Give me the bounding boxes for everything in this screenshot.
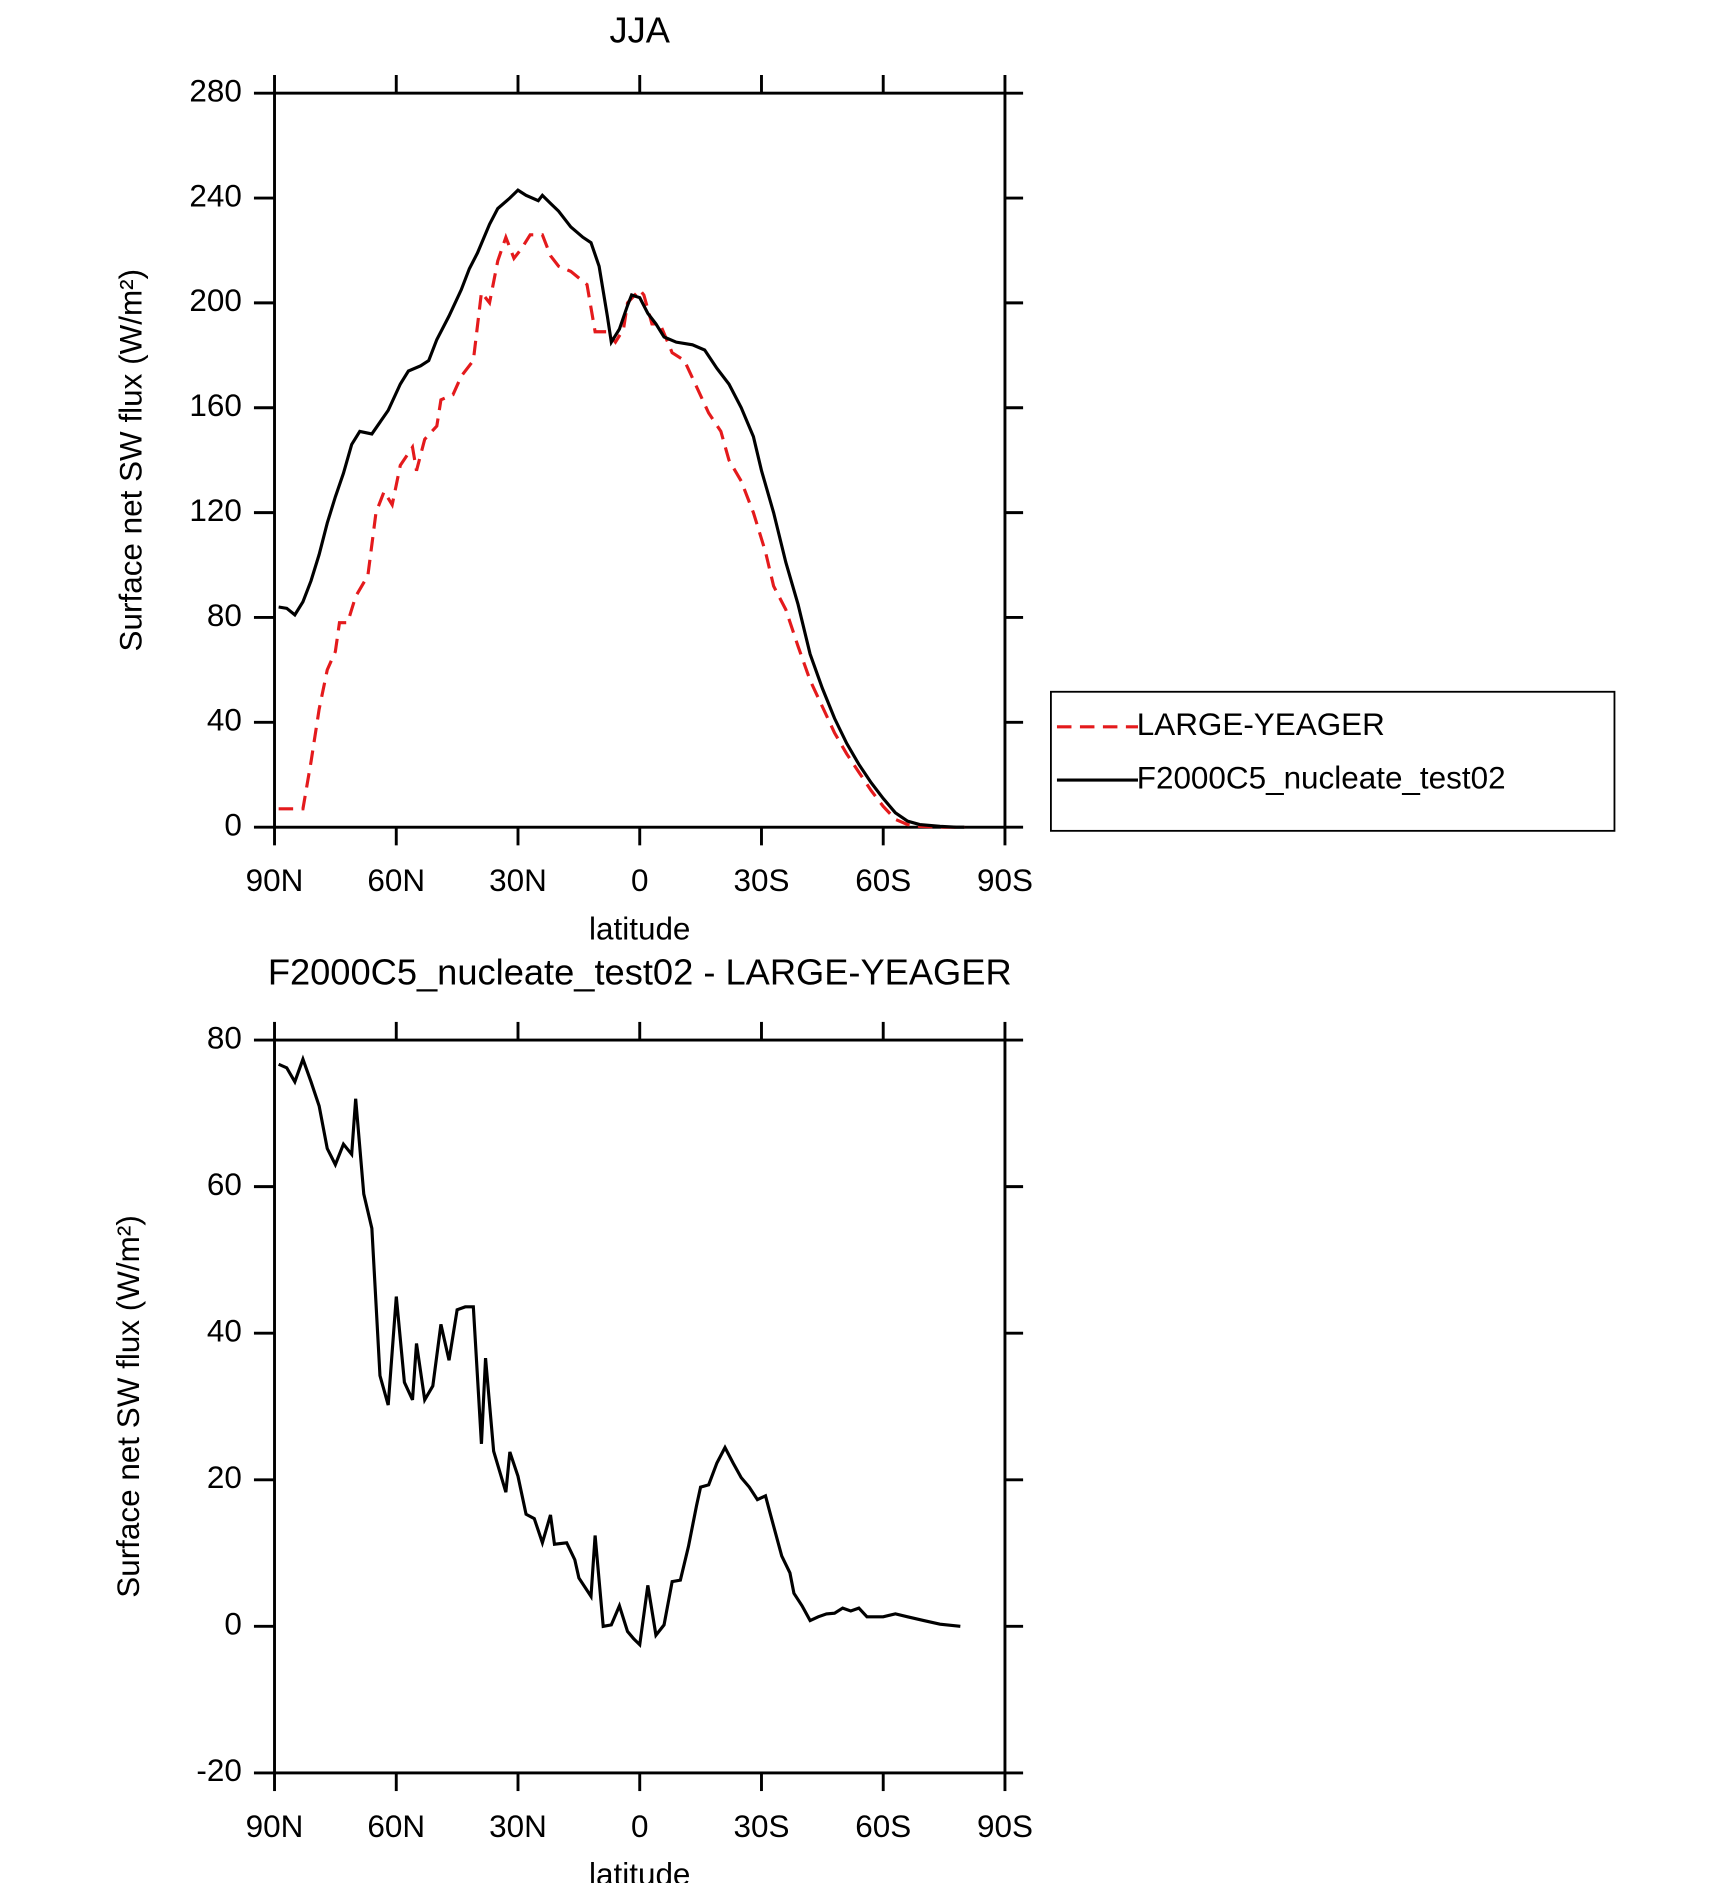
y-tick-label: 60 [207, 1167, 242, 1202]
x-tick-label: 30S [734, 1809, 790, 1844]
y-tick-label: 280 [189, 73, 241, 108]
y-tick-label: 240 [189, 178, 241, 213]
legend-label: LARGE-YEAGER [1137, 707, 1385, 742]
legend-box [1050, 690, 1616, 832]
y-tick-label: 80 [207, 598, 242, 633]
x-tick-label: 0 [631, 1809, 648, 1844]
y-tick-label: 120 [189, 493, 241, 528]
y-tick-label: 200 [189, 283, 241, 318]
x-tick-label: 0 [631, 863, 648, 898]
x-axis-label: latitude [589, 912, 690, 947]
x-tick-label: 60N [367, 863, 425, 898]
x-tick-label: 90N [246, 863, 304, 898]
plot-frame [273, 1038, 1007, 1775]
x-tick-label: 90S [977, 863, 1033, 898]
chart-title: JJA [610, 9, 671, 50]
data-line [277, 1054, 961, 1649]
x-tick-label: 90S [977, 1809, 1033, 1844]
x-axis-label: latitude [589, 1857, 690, 1883]
y-tick-label: 0 [224, 808, 241, 843]
y-axis-label: Surface net SW flux (W/m²) [111, 1215, 146, 1598]
x-tick-label: 30S [734, 863, 790, 898]
x-tick-label: 90N [246, 1809, 304, 1844]
y-tick-label: 0 [224, 1607, 241, 1642]
x-tick-label: 60S [855, 863, 911, 898]
legend-label: F2000C5_nucleate_test02 [1137, 760, 1506, 795]
x-tick-label: 60S [855, 1809, 911, 1844]
y-tick-label: 160 [189, 388, 241, 423]
data-line [278, 232, 965, 829]
chart-title: F2000C5_nucleate_test02 - LARGE-YEAGER [268, 951, 1012, 992]
y-axis-label: Surface net SW flux (W/m²) [113, 269, 148, 652]
y-tick-label: 40 [207, 703, 242, 738]
x-tick-label: 30N [489, 1809, 547, 1844]
y-tick-label: 40 [207, 1314, 242, 1349]
x-tick-label: 30N [489, 863, 547, 898]
data-line [278, 188, 965, 829]
plot-frame [273, 91, 1007, 829]
y-tick-label: 20 [207, 1460, 242, 1495]
y-tick-label: 80 [207, 1020, 242, 1055]
x-tick-label: 60N [367, 1809, 425, 1844]
y-tick-label: -20 [196, 1753, 241, 1788]
